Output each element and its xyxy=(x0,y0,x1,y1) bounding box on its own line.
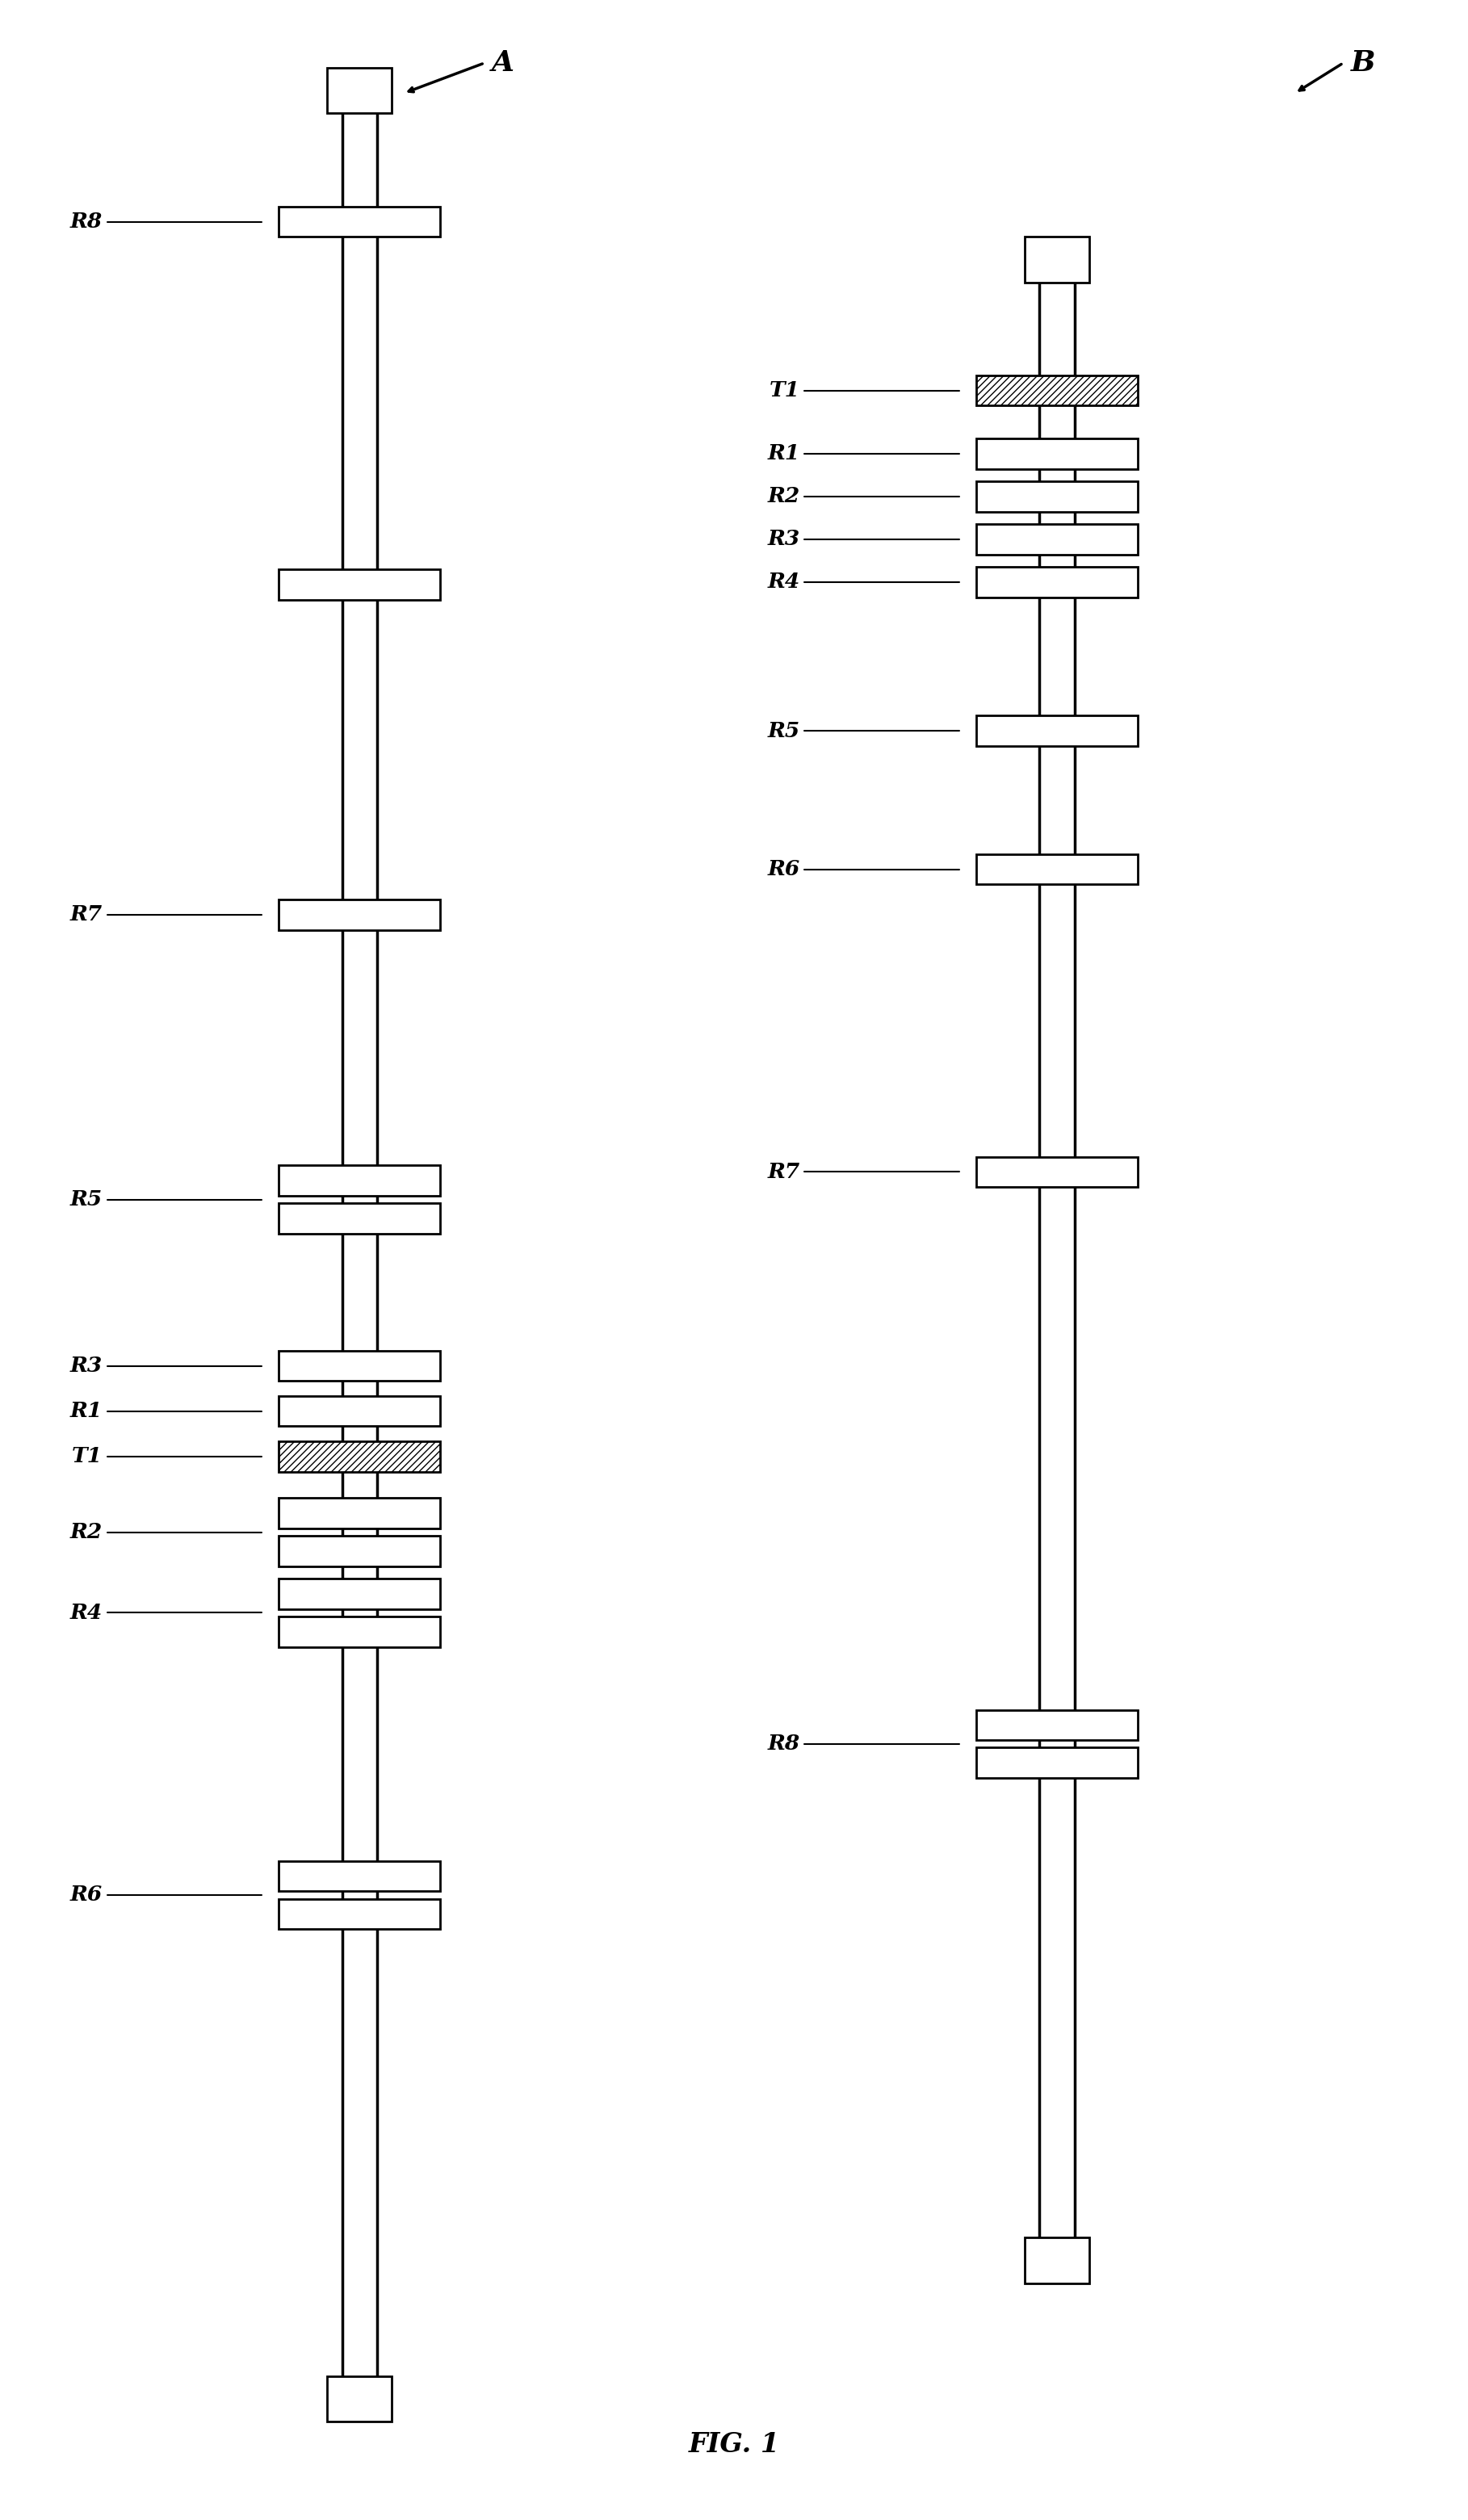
Bar xyxy=(279,1900,440,1930)
Bar xyxy=(279,570,440,600)
Text: R8: R8 xyxy=(70,212,261,232)
Text: R1: R1 xyxy=(768,444,959,464)
Bar xyxy=(1025,2238,1089,2283)
Bar xyxy=(327,2376,392,2422)
Bar xyxy=(279,1497,440,1527)
Text: R7: R7 xyxy=(768,1162,959,1182)
Text: R6: R6 xyxy=(768,859,959,879)
Bar xyxy=(279,207,440,237)
Text: R5: R5 xyxy=(70,1189,261,1210)
Text: R8: R8 xyxy=(768,1734,959,1754)
Text: R3: R3 xyxy=(70,1356,261,1376)
Bar xyxy=(279,1441,440,1472)
Bar xyxy=(327,68,392,113)
Bar xyxy=(279,1860,440,1890)
Text: R2: R2 xyxy=(768,486,959,507)
Text: A: A xyxy=(492,50,514,76)
Bar xyxy=(976,716,1138,746)
Bar xyxy=(279,1396,440,1426)
Text: R4: R4 xyxy=(768,572,959,592)
Bar xyxy=(1025,237,1089,282)
Bar xyxy=(279,1164,440,1194)
Bar xyxy=(976,567,1138,597)
Bar xyxy=(976,1157,1138,1187)
Bar xyxy=(279,1535,440,1565)
Bar xyxy=(976,481,1138,512)
Bar xyxy=(279,1351,440,1381)
Text: R6: R6 xyxy=(70,1885,261,1905)
Bar xyxy=(976,1711,1138,1739)
Text: R4: R4 xyxy=(70,1603,261,1623)
Bar xyxy=(279,1578,440,1610)
Text: T1: T1 xyxy=(72,1446,261,1467)
Bar xyxy=(279,900,440,930)
Text: R1: R1 xyxy=(70,1401,261,1421)
Text: R5: R5 xyxy=(768,721,959,741)
Bar xyxy=(976,854,1138,885)
Text: R7: R7 xyxy=(70,905,261,925)
Text: R2: R2 xyxy=(70,1522,261,1542)
Bar xyxy=(279,1618,440,1648)
Text: R3: R3 xyxy=(768,529,959,549)
Bar xyxy=(976,438,1138,469)
Bar xyxy=(976,524,1138,554)
Bar xyxy=(279,1202,440,1232)
Text: T1: T1 xyxy=(769,381,959,401)
Bar xyxy=(976,375,1138,406)
Text: FIG. 1: FIG. 1 xyxy=(688,2432,780,2457)
Bar xyxy=(976,1749,1138,1779)
Text: B: B xyxy=(1351,50,1376,76)
